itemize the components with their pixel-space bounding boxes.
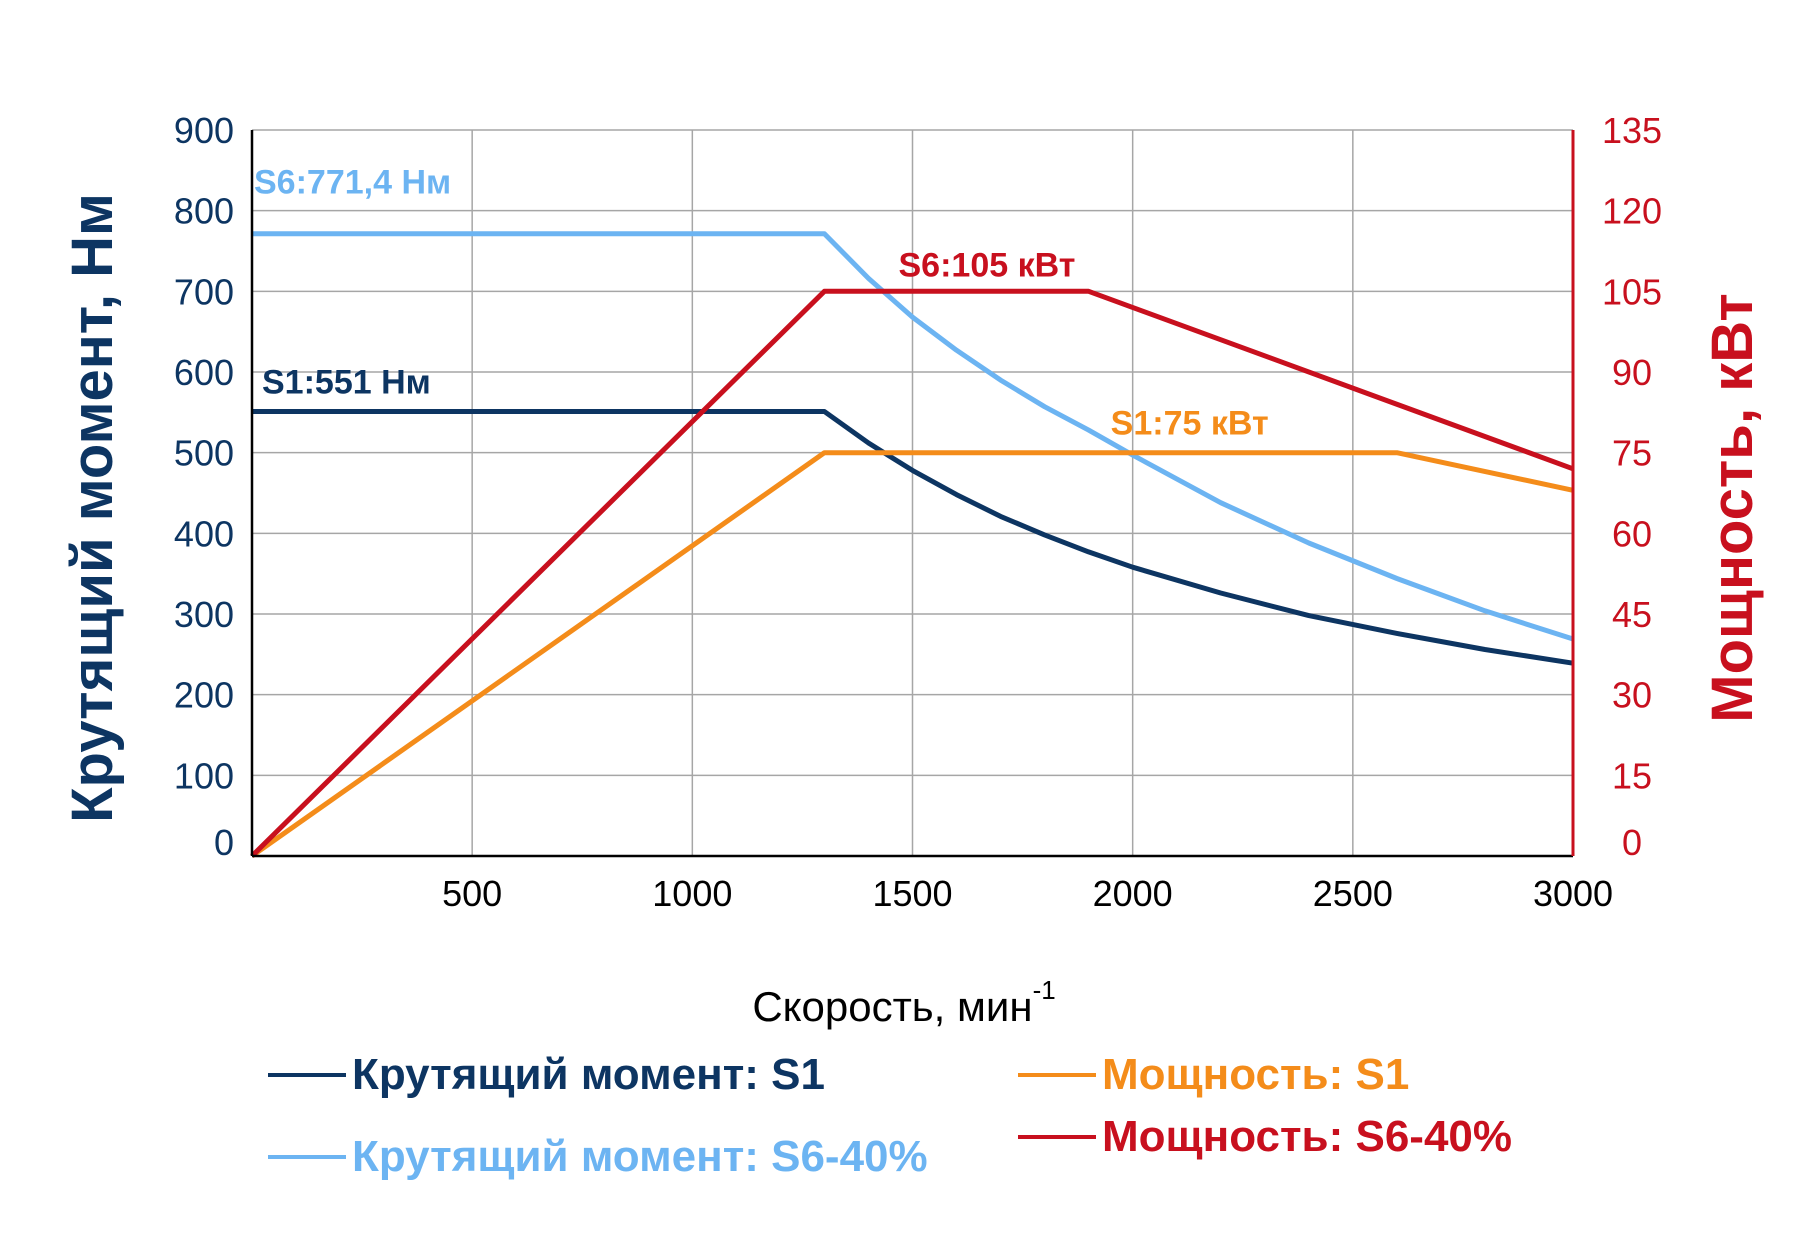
annotations: S6:771,4 Нм S1:551 Нм S6:105 кВт S1:75 кВт xyxy=(254,164,1269,443)
ticks: 0 100 200 300 400 500 600 700 800 900 0 15 30 45 60 75 9… xyxy=(174,110,1662,914)
y-tick-label-right: 15 xyxy=(1612,755,1652,796)
y-tick-label-left: 100 xyxy=(174,755,234,796)
x-axis-label-superscript: -1 xyxy=(1033,975,1056,1005)
legend-item: Крутящий момент: S1 xyxy=(268,1050,825,1100)
legend-swatch xyxy=(1018,1135,1096,1139)
legend-label: Крутящий момент: S1 xyxy=(352,1050,825,1099)
y-tick-label-left: 200 xyxy=(174,675,234,716)
y-tick-label-right: 120 xyxy=(1602,191,1662,232)
series-layer xyxy=(250,231,1574,859)
legend-item: Мощность: S1 xyxy=(1018,1050,1409,1100)
y-tick-label-left: 500 xyxy=(174,433,234,474)
x-tick-label: 2500 xyxy=(1313,873,1393,914)
y-tick-label-left: 0 xyxy=(214,822,234,863)
legend-swatch xyxy=(1018,1073,1096,1077)
legend-swatch xyxy=(268,1155,346,1159)
legend-label: Крутящий момент: S6-40% xyxy=(352,1132,928,1181)
legend-label: Мощность: S1 xyxy=(1102,1050,1410,1099)
y-tick-label-left: 300 xyxy=(174,594,234,635)
legend-swatch xyxy=(268,1073,346,1077)
series-line-1 xyxy=(252,409,1574,666)
x-axis-label-text: Скорость, мин xyxy=(752,983,1032,1030)
y-axis-right-label: Мощность, кВт xyxy=(1700,293,1765,722)
series-line-3 xyxy=(250,450,1574,859)
y-tick-label-right: 135 xyxy=(1602,110,1662,151)
y-tick-label-left: 900 xyxy=(174,110,234,151)
y-axis-left-label: Крутящий момент, Нм xyxy=(60,193,125,823)
y-tick-label-right: 105 xyxy=(1602,271,1662,312)
y-tick-label-left: 800 xyxy=(174,191,234,232)
annotation-label: S6:105 кВт xyxy=(899,246,1076,284)
x-tick-label: 500 xyxy=(442,873,502,914)
y-tick-label-right: 60 xyxy=(1612,513,1652,554)
series-line-2 xyxy=(252,231,1574,642)
y-tick-label-right: 45 xyxy=(1612,594,1652,635)
grid xyxy=(252,129,1574,857)
x-axis-label: Скорость, мин-1 xyxy=(752,975,1055,1030)
legend-item: Крутящий момент: S6-40% xyxy=(268,1132,928,1182)
y-tick-label-left: 700 xyxy=(174,271,234,312)
y-tick-label-right: 90 xyxy=(1612,352,1652,393)
y-tick-label-left: 600 xyxy=(174,352,234,393)
legend-item: Мощность: S6-40% xyxy=(1018,1112,1512,1162)
x-tick-label: 3000 xyxy=(1533,873,1613,914)
y-tick-label-left: 400 xyxy=(174,513,234,554)
x-tick-label: 2000 xyxy=(1093,873,1173,914)
annotation-label: S6:771,4 Нм xyxy=(254,164,451,202)
y-tick-label-right: 0 xyxy=(1622,822,1642,863)
x-tick-label: 1500 xyxy=(872,873,952,914)
annotation-label: S1:75 кВт xyxy=(1111,405,1269,443)
axes xyxy=(250,130,1575,858)
series-line-4 xyxy=(250,288,1574,858)
legend-label: Мощность: S6-40% xyxy=(1102,1112,1513,1161)
y-tick-label-right: 75 xyxy=(1612,433,1652,474)
x-tick-label: 1000 xyxy=(652,873,732,914)
annotation-label: S1:551 Нм xyxy=(262,364,431,402)
y-tick-label-right: 30 xyxy=(1612,675,1652,716)
